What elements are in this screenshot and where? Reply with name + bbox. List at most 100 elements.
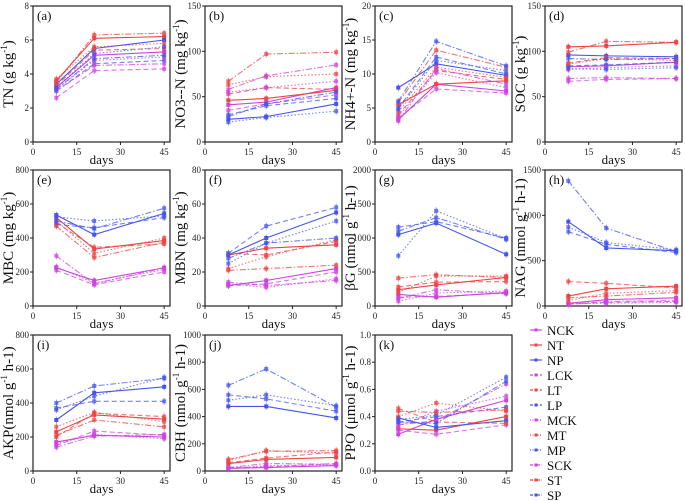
plot-frame <box>204 334 343 472</box>
data-point <box>396 432 401 437</box>
data-point <box>396 276 401 281</box>
series-line <box>228 368 337 408</box>
data-point <box>604 281 609 286</box>
legend-marker <box>534 433 538 437</box>
series-line <box>56 217 165 229</box>
series-sp <box>226 234 339 262</box>
series-line <box>55 255 165 285</box>
y-tick-label: 0 <box>367 301 372 311</box>
panel-h: 0 500 1000 1500 0 15 30 45 days NAG (nmol g-1 h-1… <box>511 165 683 331</box>
data-point <box>504 375 509 380</box>
legend-label: NP <box>547 353 564 368</box>
series-line <box>568 280 677 289</box>
y-tick-label: 400 <box>16 233 30 243</box>
panel-a: 0 2 4 6 8 0 15 30 45 days TN (g kg-1) (a) <box>0 1 171 167</box>
data-point <box>54 418 59 422</box>
data-point <box>92 32 97 37</box>
data-point <box>504 82 509 87</box>
x-tick-label: 15 <box>244 311 254 321</box>
y-tick-label: 0 <box>367 137 372 147</box>
y-tick-label: 0.0 <box>360 466 372 476</box>
panel-label: (i) <box>37 337 49 352</box>
legend-label: SP <box>547 488 561 501</box>
data-point <box>264 224 269 229</box>
y-tick-label: 50 <box>532 92 542 102</box>
series-lck <box>566 75 679 85</box>
y-tick-label: 20 <box>192 267 202 277</box>
series-line <box>397 56 507 109</box>
data-point <box>566 295 571 300</box>
series-line <box>228 94 337 111</box>
data-point <box>264 85 269 90</box>
data-point <box>566 50 571 55</box>
y-tick-label: 150 <box>188 1 202 11</box>
data-point <box>334 409 339 414</box>
y-tick-label: 0.8 <box>360 357 372 367</box>
y-tick-label: 0.6 <box>360 384 372 394</box>
data-point <box>264 449 269 454</box>
data-point <box>434 70 439 75</box>
plot-frame <box>32 5 171 143</box>
data-point <box>92 219 97 223</box>
y-tick-label: 800 <box>188 357 202 367</box>
y-axis-label: AKP(nmol g-1 h-1) <box>0 346 17 459</box>
series-line <box>228 110 337 123</box>
series-line <box>398 424 507 435</box>
data-point <box>54 264 59 269</box>
data-point <box>334 210 339 215</box>
data-point <box>604 294 609 299</box>
data-point <box>566 302 571 307</box>
y-axis-label: βG (nmol g-1 h-1) <box>341 185 359 291</box>
data-point <box>264 236 269 240</box>
data-point <box>92 394 97 399</box>
data-point <box>434 208 439 213</box>
legend-item-st: ST <box>530 473 562 488</box>
series-st <box>226 447 339 463</box>
y-tick-label: 100 <box>188 46 202 56</box>
data-point <box>504 252 509 257</box>
y-tick-label: 40 <box>192 233 202 243</box>
plot-frame <box>374 169 513 307</box>
series-line <box>56 434 165 443</box>
data-point <box>434 287 439 292</box>
series-st <box>54 222 167 261</box>
data-point <box>674 40 679 45</box>
x-tick-label: 30 <box>458 147 468 157</box>
data-point <box>162 414 167 419</box>
legend-label: NCK <box>547 323 575 338</box>
data-point <box>264 367 269 371</box>
series-nt <box>54 33 167 85</box>
y-tick-label: 20 <box>362 1 372 11</box>
data-point <box>504 237 509 242</box>
data-point <box>434 86 439 91</box>
x-tick-label: 0 <box>543 311 548 321</box>
data-point <box>504 414 509 419</box>
series-line <box>397 66 507 112</box>
series-line <box>228 394 337 407</box>
data-point <box>604 75 609 80</box>
data-point <box>674 290 679 295</box>
data-point <box>334 79 339 84</box>
x-tick-label: 30 <box>628 311 638 321</box>
series-st <box>226 261 339 274</box>
data-point <box>604 43 609 48</box>
legend-marker <box>534 343 538 347</box>
x-tick-label: 15 <box>584 311 594 321</box>
legend-item-sck: SCK <box>530 458 573 473</box>
data-point <box>604 67 609 72</box>
y-tick-label: 2000 <box>353 165 372 175</box>
y-tick-label: 0 <box>537 301 542 311</box>
x-tick-label: 15 <box>414 311 424 321</box>
series-sck <box>54 252 167 288</box>
data-point <box>162 31 167 36</box>
data-point <box>162 213 167 218</box>
series-sp <box>566 177 679 255</box>
data-point <box>226 102 231 107</box>
legend-item-lck: LCK <box>530 368 574 383</box>
data-point <box>396 107 401 112</box>
series-mt <box>396 399 509 420</box>
data-point <box>334 405 339 410</box>
series-line <box>228 87 337 95</box>
x-tick-label: 0 <box>31 147 36 157</box>
